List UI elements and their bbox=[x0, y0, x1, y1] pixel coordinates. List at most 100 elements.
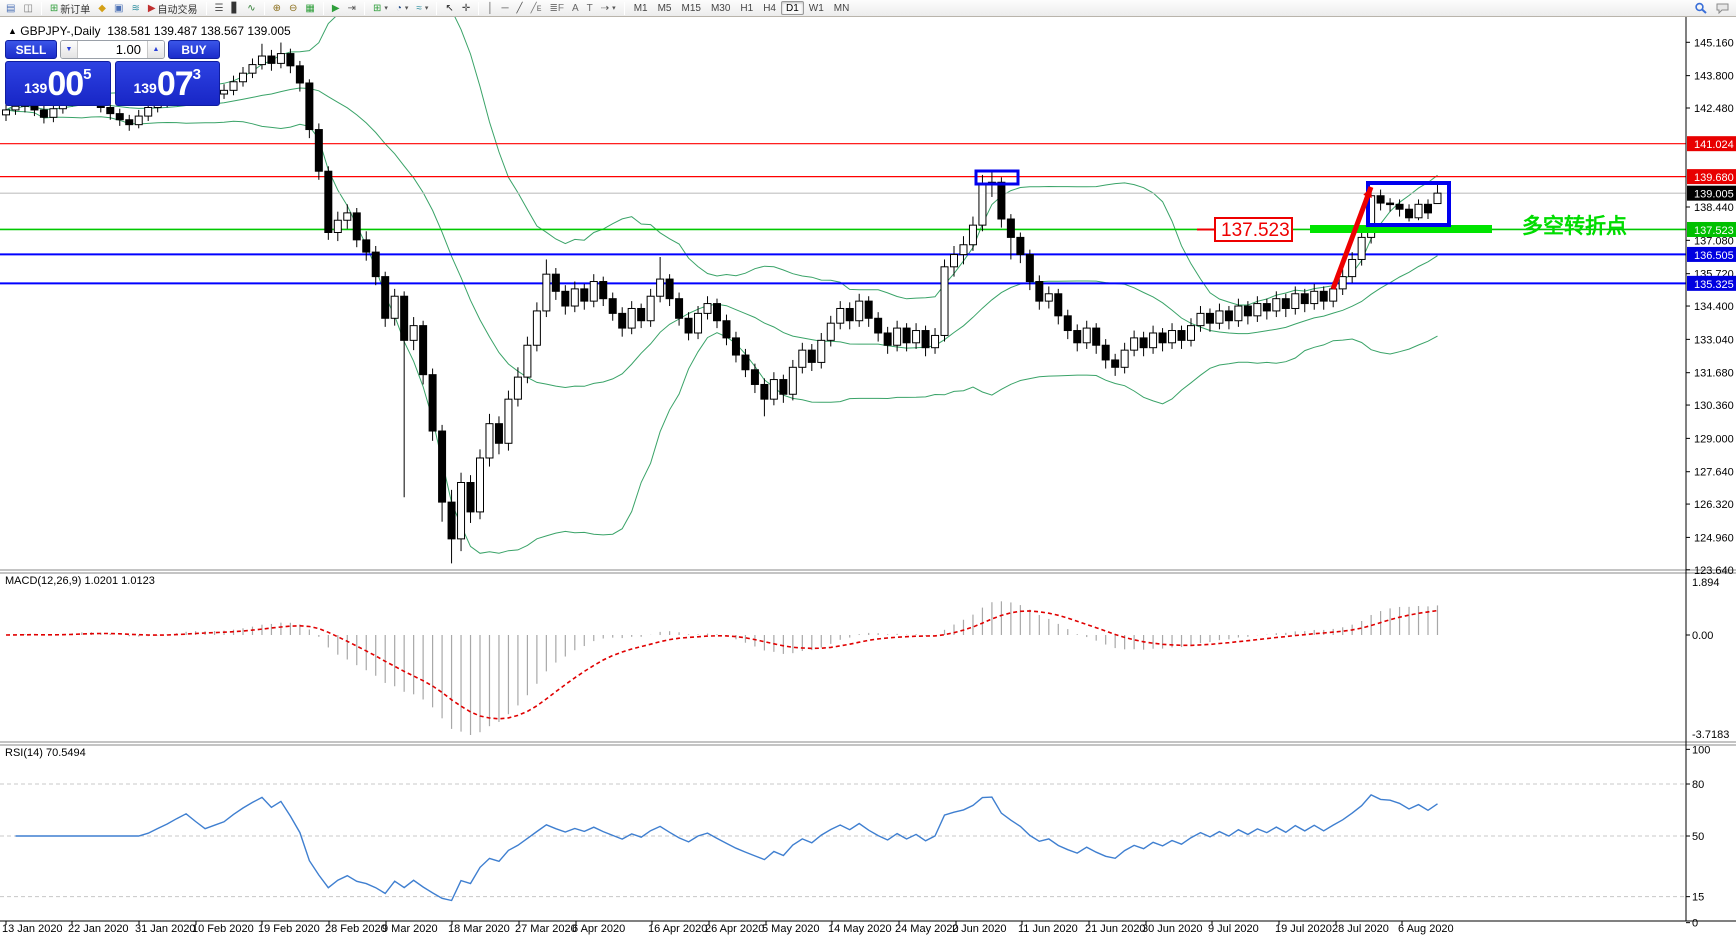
candle-body bbox=[257, 55, 266, 66]
candle-body bbox=[400, 295, 409, 341]
candle-body bbox=[646, 295, 655, 322]
price-axis-label: 133.040 bbox=[1694, 334, 1734, 346]
candle-body bbox=[1234, 305, 1243, 322]
toolbar-right-icons bbox=[1694, 2, 1736, 14]
toolbar-group: ⊞ 新订单 ◆ ▣ ≋ ▶ 自动交易 bbox=[44, 1, 204, 16]
candle-body bbox=[1329, 288, 1338, 302]
zoom-out-icon[interactable]: ⊖ bbox=[285, 1, 301, 16]
rsi-axis-label: 100 bbox=[1692, 744, 1710, 756]
timeframe-w1[interactable]: W1 bbox=[808, 3, 824, 14]
timeframe-m30[interactable]: M30 bbox=[710, 3, 731, 14]
tile-windows-icon-glyph: ▦ bbox=[305, 2, 315, 14]
tile-windows-icon[interactable]: ▦ bbox=[301, 1, 318, 16]
candle-body bbox=[883, 332, 892, 346]
candle-body bbox=[1205, 312, 1214, 324]
text-icon[interactable]: A bbox=[568, 1, 583, 16]
candle-body bbox=[1253, 303, 1262, 317]
candle-body bbox=[1300, 293, 1309, 305]
timeframe-m5[interactable]: M5 bbox=[657, 3, 672, 14]
candle-body bbox=[1424, 203, 1432, 214]
line-chart-icon[interactable]: ∿ bbox=[243, 1, 259, 16]
equidistant-channel-icon[interactable]: ╱ᴇ bbox=[527, 1, 546, 16]
chart-window[interactable]: 137.523 多空转折点 MACD(12,26,9) 1.0201 1.0123 R… bbox=[0, 17, 1736, 939]
candle-body bbox=[940, 266, 949, 336]
candle-body bbox=[902, 327, 911, 344]
buy-price-pips: 07 bbox=[156, 65, 194, 103]
chat-icon[interactable] bbox=[1716, 2, 1730, 14]
macd-axis-label: 1.894 bbox=[1692, 577, 1720, 589]
candle-body bbox=[1130, 337, 1139, 351]
chart-background bbox=[0, 17, 1736, 939]
dropdown-caret-icon[interactable]: ▾ bbox=[384, 5, 388, 12]
timeframe-m1[interactable]: M1 bbox=[633, 3, 648, 14]
auto-scroll-icon[interactable]: ▶ bbox=[328, 1, 344, 16]
chart-symbol-label: GBPJPY-,Daily bbox=[20, 24, 101, 38]
chart-template-icon[interactable]: ⊞ ▾ bbox=[369, 1, 392, 16]
date-axis-label: 14 May 2020 bbox=[828, 923, 892, 935]
toolbar-group: │ ─ ╱ ╱ᴇ ≣F A T ⇢ ▾ bbox=[481, 1, 621, 16]
signal-icon[interactable]: ≋ bbox=[127, 1, 143, 16]
volume-decrease-button[interactable]: ▼ bbox=[61, 41, 78, 58]
timeframe-m15[interactable]: M15 bbox=[681, 3, 701, 14]
candle-body bbox=[1082, 327, 1091, 344]
indicators-icon[interactable]: ≈ ▾ bbox=[412, 1, 432, 16]
candle-body bbox=[106, 106, 115, 115]
price-axis-label: 123.640 bbox=[1694, 565, 1734, 577]
candle-body bbox=[1291, 293, 1300, 309]
horizontal-line-icon[interactable]: ─ bbox=[497, 1, 512, 16]
new-order-button[interactable]: ⊞ 新订单 bbox=[46, 1, 94, 16]
candle-body bbox=[912, 330, 921, 344]
volume-input[interactable]: 1.00 bbox=[78, 41, 147, 58]
candle-body bbox=[1243, 305, 1252, 317]
cursor-icon[interactable]: ↖ bbox=[441, 1, 457, 16]
candle-body bbox=[1006, 218, 1015, 238]
fibonacci-icon[interactable]: ≣F bbox=[546, 1, 569, 16]
search-icon[interactable] bbox=[1694, 2, 1708, 14]
candle-body bbox=[352, 212, 361, 241]
zoom-window-icon[interactable]: ◫ bbox=[19, 1, 36, 16]
buy-button[interactable]: BUY bbox=[168, 40, 220, 59]
arrows-icon[interactable]: ⇢ ▾ bbox=[597, 1, 620, 16]
sell-button[interactable]: SELL bbox=[5, 40, 57, 59]
trendline-icon[interactable]: ╱ bbox=[513, 1, 527, 16]
collapse-triangle-icon[interactable]: ▲ bbox=[8, 26, 17, 36]
candle-body bbox=[551, 273, 560, 292]
timeframe-d1[interactable]: D1 bbox=[781, 1, 804, 15]
period-icon[interactable]: ◔ ▾ bbox=[392, 1, 413, 16]
market-watch-icon[interactable]: ▣ bbox=[110, 1, 127, 16]
timeframe-h1[interactable]: H1 bbox=[740, 3, 754, 14]
chart-canvas[interactable]: 137.523 多空转折点 MACD(12,26,9) 1.0201 1.0123 R… bbox=[0, 17, 1736, 939]
price-badge bbox=[1687, 221, 1736, 237]
buy-price-button[interactable]: 139 07 3 bbox=[114, 61, 220, 106]
chart-window-icon[interactable]: ▤ bbox=[2, 1, 19, 16]
crosshair-icon[interactable]: ✛ bbox=[458, 1, 474, 16]
candle-body bbox=[1168, 330, 1177, 344]
zoom-in-icon[interactable]: ⊕ bbox=[269, 1, 285, 16]
dropdown-caret-icon[interactable]: ▾ bbox=[424, 5, 429, 12]
text-label-icon[interactable]: T bbox=[583, 1, 597, 16]
candlestick-icon[interactable]: ▋ bbox=[228, 1, 244, 16]
date-axis-label: 22 Jan 2020 bbox=[68, 923, 129, 935]
candle-body bbox=[570, 288, 579, 307]
volume-increase-button[interactable]: ▲ bbox=[147, 41, 164, 58]
candle-body bbox=[1357, 236, 1366, 260]
chart-title: ▲ GBPJPY-,Daily 138.581 139.487 138.567 … bbox=[8, 24, 291, 38]
date-axis-label: 21 Jun 2020 bbox=[1085, 923, 1146, 935]
favorites-icon[interactable]: ◆ bbox=[94, 1, 110, 16]
rsi-axis-label: 15 bbox=[1692, 892, 1704, 904]
candle-body bbox=[134, 115, 143, 126]
sell-price-pips: 00 bbox=[47, 65, 84, 103]
chart-shift-icon[interactable]: ⇥ bbox=[344, 1, 360, 16]
date-axis-label: 19 Jul 2020 bbox=[1275, 923, 1332, 935]
sell-price-button[interactable]: 139 00 5 bbox=[5, 61, 111, 106]
candle-body bbox=[769, 379, 778, 400]
autotrading-button[interactable]: ▶ 自动交易 bbox=[144, 1, 202, 16]
dropdown-caret-icon[interactable]: ▾ bbox=[612, 5, 616, 12]
dropdown-caret-icon[interactable]: ▾ bbox=[404, 5, 409, 12]
price-badge-label: 135.325 bbox=[1694, 279, 1734, 291]
timeframe-mn[interactable]: MN bbox=[833, 3, 850, 14]
vertical-line-icon[interactable]: │ bbox=[483, 1, 497, 16]
timeframe-h4[interactable]: H4 bbox=[763, 3, 776, 14]
price-axis-label: 124.960 bbox=[1694, 532, 1734, 544]
bar-chart-icon[interactable]: ☰ bbox=[211, 1, 228, 16]
